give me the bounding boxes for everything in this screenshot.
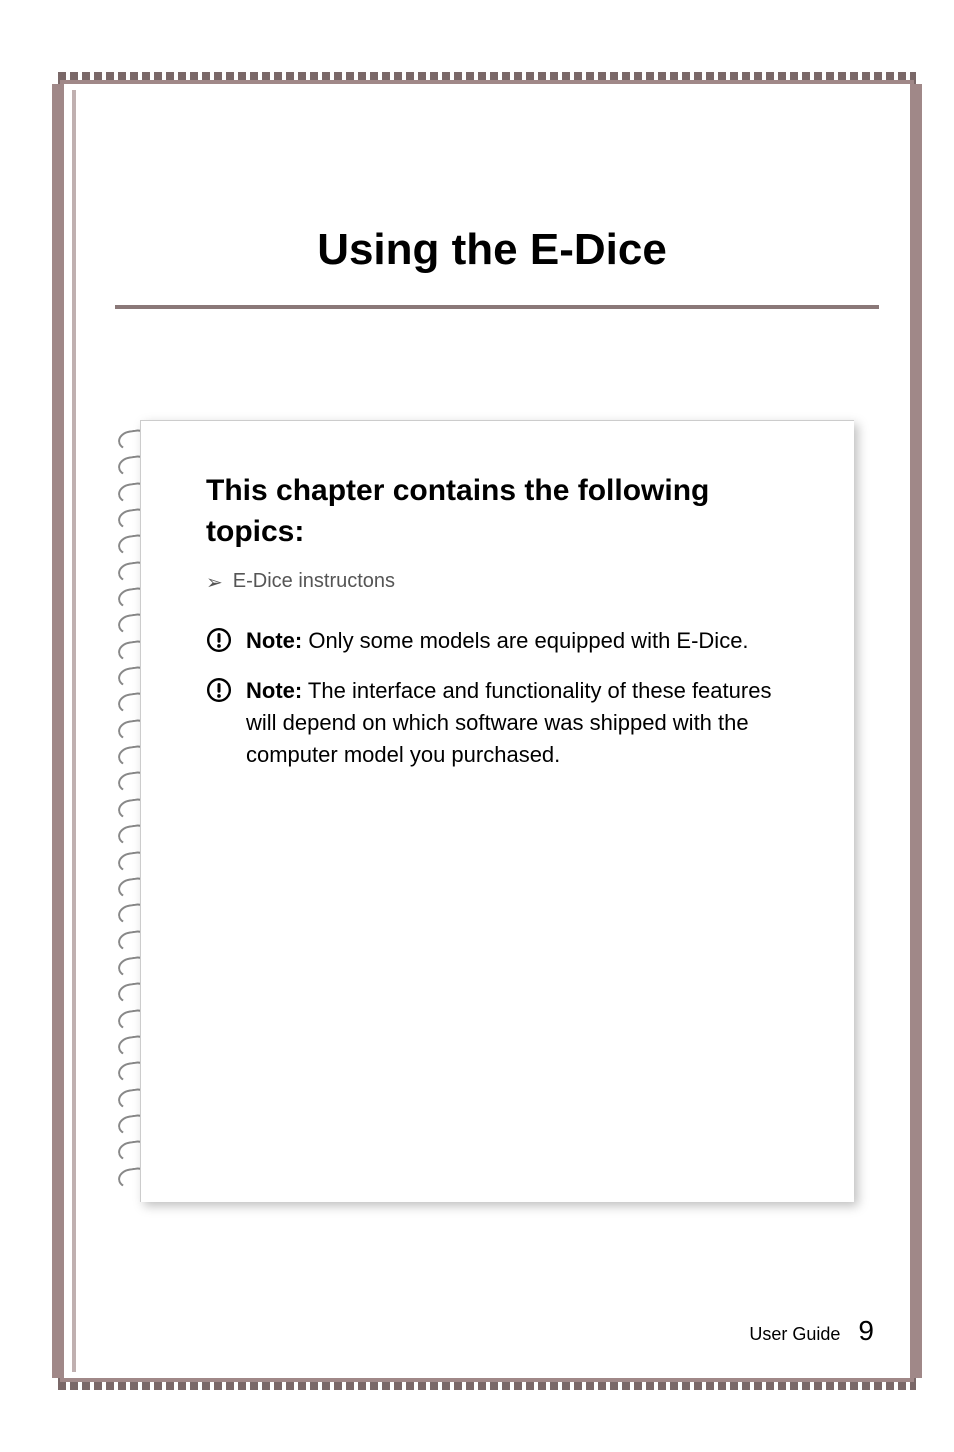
note-1: Note: Only some models are equipped with… [206,625,799,657]
footer-guide-label: User Guide [749,1324,840,1345]
section-heading: This chapter contains the following topi… [206,471,799,552]
note-2-body: The interface and functionality of these… [246,678,771,767]
bullet-text: E-Dice instructons [233,570,395,593]
chapter-title: Using the E-Dice [100,225,884,275]
note-1-text: Note: Only some models are equipped with… [246,625,749,657]
left-outer-bar [52,84,60,1378]
note-label: Note: [246,628,302,653]
bullet-item: ➢ E-Dice instructons [206,570,799,595]
bullet-arrow-icon: ➢ [206,570,223,595]
left-inner-accent [72,90,76,1372]
note-2-text: Note: The interface and functionality of… [246,675,799,771]
note-label: Note: [246,678,302,703]
note-2: Note: The interface and functionality of… [206,675,799,771]
alert-icon [206,677,232,703]
page-footer: User Guide 9 [749,1315,874,1347]
alert-icon [206,627,232,653]
right-outer-bar [914,84,922,1378]
content-panel: This chapter contains the following topi… [140,420,854,1202]
note-1-body: Only some models are equipped with E-Dic… [302,628,748,653]
title-underline [115,305,879,309]
footer-page-number: 9 [858,1315,874,1347]
